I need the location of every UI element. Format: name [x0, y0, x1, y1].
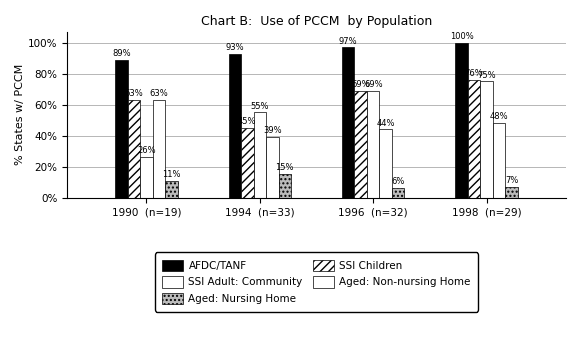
Bar — [392, 188, 404, 198]
Text: 93%: 93% — [225, 43, 244, 52]
Text: 89%: 89% — [112, 49, 131, 58]
Text: 48%: 48% — [490, 112, 508, 121]
Text: 63%: 63% — [124, 89, 144, 98]
Text: 15%: 15% — [275, 163, 294, 172]
Text: 11%: 11% — [162, 170, 181, 179]
Text: 100%: 100% — [450, 32, 474, 41]
Bar — [241, 128, 253, 198]
Bar — [128, 100, 140, 198]
Bar — [253, 112, 266, 198]
Bar — [278, 174, 291, 198]
Text: 6%: 6% — [392, 177, 405, 186]
Bar — [140, 157, 153, 198]
Bar — [266, 137, 278, 198]
Text: 7%: 7% — [505, 176, 518, 185]
Bar — [342, 48, 354, 198]
Bar — [228, 54, 241, 198]
Bar — [165, 181, 178, 198]
Bar — [480, 81, 493, 198]
Bar — [505, 187, 518, 198]
Text: 26%: 26% — [137, 147, 156, 156]
Text: 69%: 69% — [352, 80, 370, 89]
Text: 55%: 55% — [250, 102, 269, 111]
Text: 45%: 45% — [238, 117, 257, 126]
Title: Chart B:  Use of PCCM  by Population: Chart B: Use of PCCM by Population — [201, 15, 432, 28]
Legend: AFDC/TANF, SSI Adult: Community, Aged: Nursing Home, SSI Children, Aged: Non-nur: AFDC/TANF, SSI Adult: Community, Aged: N… — [155, 252, 478, 311]
Text: 63%: 63% — [149, 89, 168, 98]
Text: 39%: 39% — [263, 126, 282, 135]
Text: 75%: 75% — [478, 71, 496, 80]
Bar — [354, 91, 367, 198]
Text: 76%: 76% — [465, 69, 483, 78]
Bar — [153, 100, 165, 198]
Bar — [379, 130, 392, 198]
Bar — [456, 43, 468, 198]
Text: 69%: 69% — [364, 80, 382, 89]
Text: 97%: 97% — [339, 37, 357, 46]
Bar — [115, 60, 128, 198]
Text: 44%: 44% — [376, 118, 395, 127]
Y-axis label: % States w/ PCCM: % States w/ PCCM — [15, 64, 25, 165]
Bar — [468, 80, 480, 198]
Bar — [493, 123, 505, 198]
Bar — [367, 91, 379, 198]
